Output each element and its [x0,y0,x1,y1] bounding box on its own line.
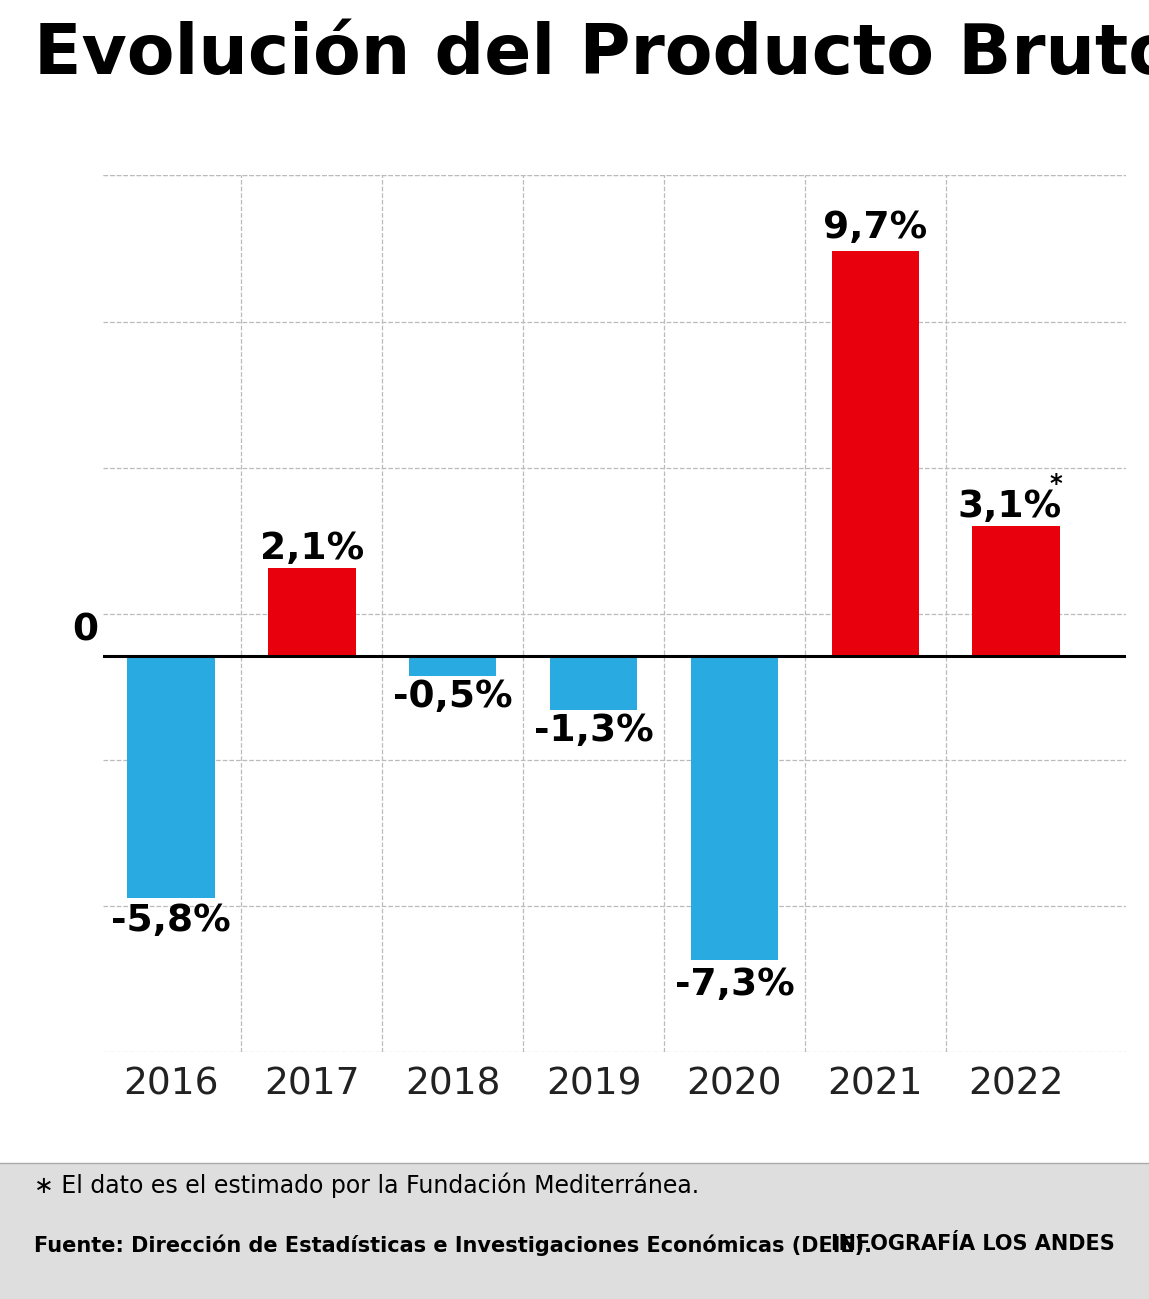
Bar [972,526,1059,656]
Text: *: * [1049,473,1062,496]
Text: 2,1%: 2,1% [260,531,364,568]
Text: Evolución del Producto Bruto Geográfico: Evolución del Producto Bruto Geográfico [34,19,1149,90]
Text: -5,8%: -5,8% [111,903,231,939]
Bar [268,568,355,656]
Text: ∗ El dato es el estimado por la Fundación Mediterránea.: ∗ El dato es el estimado por la Fundació… [34,1173,700,1199]
Bar [832,251,919,656]
Text: -7,3%: -7,3% [674,968,794,1003]
Text: 9,7%: 9,7% [823,209,927,246]
Text: 3,1%: 3,1% [957,490,1062,525]
Text: INFOGRAFÍA LOS ANDES: INFOGRAFÍA LOS ANDES [831,1234,1115,1254]
Text: -0,5%: -0,5% [393,679,512,716]
Bar [409,656,496,677]
Text: 0: 0 [71,612,98,648]
Bar [550,656,638,709]
Text: -1,3%: -1,3% [534,713,654,748]
Bar [691,656,778,960]
Text: Fuente: Dirección de Estadísticas e Investigaciones Económicas (DEIE).: Fuente: Dirección de Estadísticas e Inve… [34,1234,872,1256]
Bar [128,656,215,898]
